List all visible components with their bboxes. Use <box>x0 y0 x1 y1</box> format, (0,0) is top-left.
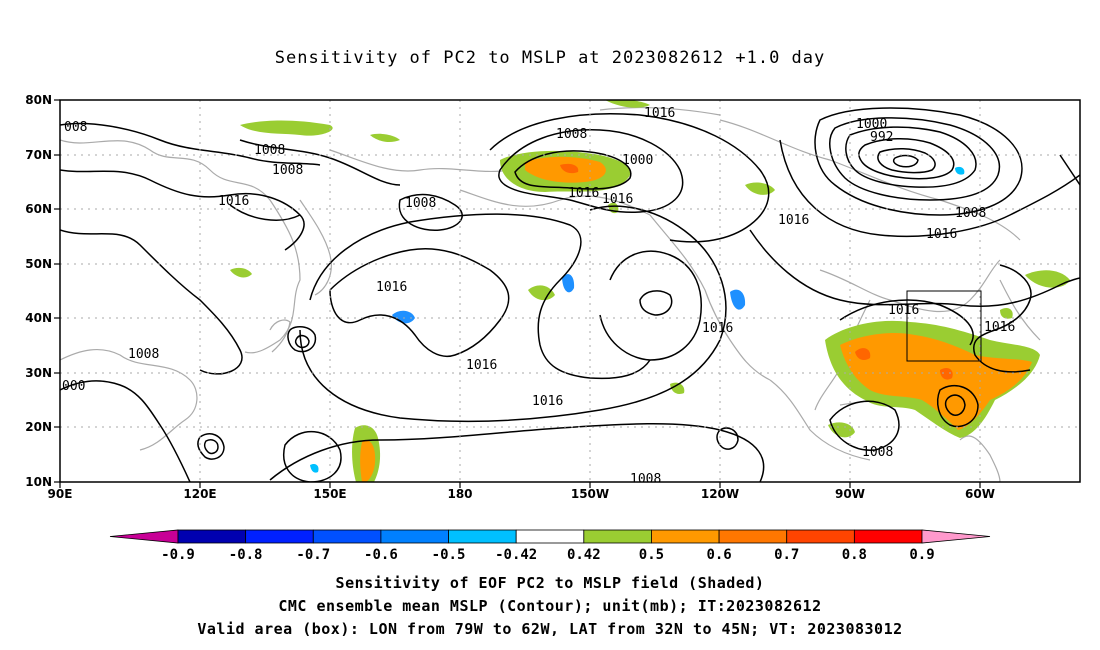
y-axis-labels: 80N 70N 60N 50N 40N 30N 20N 10N <box>25 93 52 489</box>
contour-label: 1016 <box>218 194 249 209</box>
contour-label: 1016 <box>602 192 633 207</box>
contour-label: 1016 <box>376 280 407 295</box>
contour-label: 1008 <box>556 127 587 142</box>
contour-label: 1008 <box>630 472 661 487</box>
x-tick-label: 180 <box>447 487 472 501</box>
x-tick-label: 90W <box>835 487 865 501</box>
colorbar-label: 0.5 <box>639 547 664 563</box>
colorbar-box <box>515 529 585 544</box>
caption-line-3: Valid area (box): LON from 79W to 62W, L… <box>197 620 903 638</box>
x-tick-label: 90E <box>48 487 73 501</box>
colorbar-box <box>380 529 449 544</box>
contour-label: 1016 <box>888 303 919 318</box>
colorbar-labels: -0.9 -0.8 -0.7 -0.6 -0.5 -0.42 0.42 0.5 0.6 0.7 0.… <box>161 547 935 563</box>
contour-label: 1008 <box>862 445 893 460</box>
x-axis-labels: 90E 120E 150E 180 150W 120W 90W 60W <box>48 487 995 501</box>
chart-title: Sensitivity of PC2 to MSLP at 2023082612… <box>274 48 826 68</box>
colorbar-label: -0.8 <box>229 547 263 563</box>
contour-label: 1016 <box>778 213 809 228</box>
colorbar-label: -0.42 <box>495 547 537 563</box>
map-frame <box>59 99 1081 483</box>
contour-label: 1016 <box>466 358 497 373</box>
contour-label-layer: 008 1008 1008 1016 1008 1016 1008 1000 1… <box>62 106 1015 487</box>
caption-line-2: CMC ensemble mean MSLP (Contour); unit(m… <box>278 597 822 615</box>
contour-label: 1016 <box>702 321 733 336</box>
contour-label: 1000 <box>856 117 887 132</box>
contour-label: 008 <box>64 120 87 135</box>
colorbar-boxes <box>109 529 991 544</box>
colorbar-box <box>718 529 788 544</box>
valid-area-box <box>906 290 982 362</box>
y-tick-label: 60N <box>25 202 52 216</box>
contour-label: 1008 <box>128 347 159 362</box>
mslp-contours <box>60 107 1080 482</box>
colorbar-label: 0.7 <box>774 547 799 563</box>
graticule <box>60 100 1080 482</box>
y-tick-label: 40N <box>25 311 52 325</box>
contour-label: 000 <box>62 379 85 394</box>
x-tick-label: 150W <box>571 487 609 501</box>
colorbar-label: 0.6 <box>706 547 731 563</box>
colorbar-box <box>583 529 652 544</box>
x-tick-label: 150E <box>313 487 346 501</box>
contour-label: 1016 <box>644 106 675 121</box>
colorbar-label: -0.9 <box>161 547 195 563</box>
tick-marks <box>54 99 981 488</box>
contour-label: 1016 <box>568 186 599 201</box>
contour-label: 992 <box>870 130 893 145</box>
y-tick-label: 10N <box>25 475 52 489</box>
y-tick-label: 50N <box>25 257 52 271</box>
x-tick-label: 60W <box>965 487 995 501</box>
contour-label: 1008 <box>405 196 436 211</box>
colorbar-label: -0.5 <box>432 547 466 563</box>
colorbar-box <box>651 529 720 544</box>
contour-label: 1008 <box>272 163 303 178</box>
contour-label: 1016 <box>926 227 957 242</box>
colorbar-box <box>448 529 517 544</box>
caption-line-1: Sensitivity of EOF PC2 to MSLP field (Sh… <box>335 574 765 592</box>
y-tick-label: 30N <box>25 366 52 380</box>
colorbar-box <box>312 529 382 544</box>
contour-label: 1016 <box>532 394 563 409</box>
sensitivity-shading <box>230 100 1070 482</box>
x-tick-label: 120W <box>701 487 739 501</box>
colorbar-label: 0.42 <box>567 547 601 563</box>
y-tick-label: 20N <box>25 420 52 434</box>
colorbar-box <box>177 529 247 544</box>
colorbar-low-tip <box>109 529 179 544</box>
contour-label: 1000 <box>622 153 653 168</box>
colorbar-box <box>853 529 923 544</box>
contour-label: 1008 <box>254 143 285 158</box>
contour-label: 1008 <box>955 206 986 221</box>
y-tick-label: 80N <box>25 93 52 107</box>
contour-label: 1016 <box>984 320 1015 335</box>
y-tick-label: 70N <box>25 148 52 162</box>
colorbar-box <box>245 529 314 544</box>
colorbar-label: 0.9 <box>909 547 934 563</box>
colorbar-high-tip <box>921 529 991 544</box>
x-tick-label: 120E <box>183 487 216 501</box>
colorbar-box <box>786 529 855 544</box>
colorbar-label: -0.6 <box>364 547 398 563</box>
colorbar-label: -0.7 <box>296 547 330 563</box>
colorbar-label: 0.8 <box>842 547 867 563</box>
